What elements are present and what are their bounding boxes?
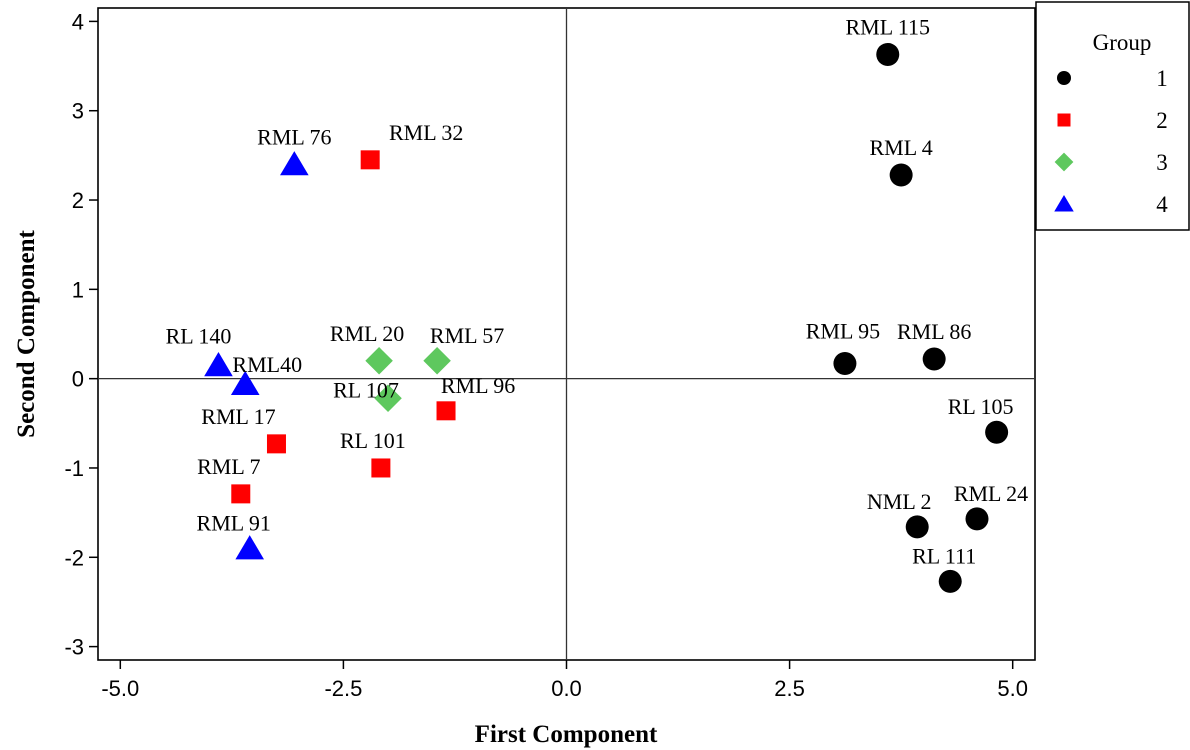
point-label: RL 111 <box>912 543 976 568</box>
legend-marker-group-2 <box>1057 113 1071 127</box>
point-label: RML 20 <box>330 321 404 346</box>
legend-label-group-1: 1 <box>1156 66 1168 91</box>
legend-items: 1 2 3 4 <box>1054 66 1168 217</box>
legend-label-group-4: 4 <box>1156 192 1168 217</box>
point-label: RML 91 <box>197 510 271 535</box>
y-tick-label: 2 <box>72 188 84 213</box>
point-label: RL 105 <box>948 394 1014 419</box>
data-point-group-1 <box>938 569 962 593</box>
data-point-group-3 <box>374 384 402 413</box>
y-axis-ticks: -3 -2 -1 0 1 2 3 4 <box>64 9 98 660</box>
legend-marker-group-3 <box>1054 152 1074 172</box>
data-points <box>204 42 1009 593</box>
point-label: RL 101 <box>340 428 406 453</box>
data-point-group-1 <box>876 42 900 66</box>
point-label: RML 86 <box>897 319 971 344</box>
reference-lines <box>98 8 1035 660</box>
x-tick-label: -5.0 <box>101 676 139 701</box>
data-point-group-1 <box>889 163 913 187</box>
data-point-group-4 <box>280 151 309 176</box>
data-point-group-2 <box>436 401 456 421</box>
legend: Group 1 2 3 4 <box>1035 1 1190 231</box>
point-label: RML 96 <box>441 373 515 398</box>
x-axis-title: First Component <box>475 721 658 748</box>
point-labels: RML 115 RML 4 RML 95 RML 86 RL 105 RML 24 NML … <box>166 14 1029 568</box>
data-point-group-2 <box>231 484 251 504</box>
legend-title: Group <box>1093 30 1152 55</box>
point-label: RML 57 <box>430 323 504 348</box>
data-point-group-4 <box>230 370 260 396</box>
y-tick-label: 4 <box>72 9 84 34</box>
data-point-group-1 <box>965 507 989 531</box>
y-tick-label: 0 <box>72 367 84 392</box>
legend-marker-group-4 <box>1054 195 1074 212</box>
point-label: RML 7 <box>197 454 260 479</box>
data-point-group-1 <box>922 347 946 371</box>
point-label: NML 2 <box>867 489 932 514</box>
point-label: RML 17 <box>201 404 275 429</box>
point-label: RML 32 <box>389 120 463 145</box>
y-tick-label: -2 <box>64 545 84 570</box>
point-label: RML 24 <box>954 481 1028 506</box>
legend-label-group-2: 2 <box>1156 108 1168 133</box>
data-point-group-1 <box>905 515 929 539</box>
y-axis-title: Second Component <box>13 229 40 437</box>
data-point-group-3 <box>423 347 451 375</box>
point-label: RML 115 <box>845 14 930 39</box>
data-point-group-4 <box>235 535 265 560</box>
y-tick-label: -3 <box>64 635 84 660</box>
data-point-group-1 <box>833 351 857 375</box>
data-point-group-3 <box>365 347 393 375</box>
point-label: RL 107 <box>333 377 399 402</box>
legend-marker-group-1 <box>1057 71 1071 85</box>
x-tick-label: 0.0 <box>551 676 582 701</box>
x-tick-label: 2.5 <box>774 676 805 701</box>
legend-label-group-3: 3 <box>1156 150 1168 175</box>
data-point-group-2 <box>360 150 380 170</box>
point-label: RML 76 <box>257 124 331 149</box>
point-label: RL 140 <box>166 323 232 348</box>
y-tick-label: 3 <box>72 99 84 124</box>
y-tick-label: -1 <box>64 456 84 481</box>
x-axis-ticks: -5.0 -2.5 0.0 2.5 5.0 <box>101 660 1028 701</box>
y-tick-label: 1 <box>72 277 84 302</box>
data-point-group-4 <box>204 352 233 377</box>
point-label: RML 4 <box>869 135 932 160</box>
data-point-group-2 <box>371 458 391 478</box>
point-label: RML40 <box>232 352 302 377</box>
data-point-group-1 <box>985 420 1009 444</box>
data-point-group-2 <box>266 434 286 454</box>
x-tick-label: 5.0 <box>997 676 1028 701</box>
point-label: RML 95 <box>806 318 880 343</box>
x-tick-label: -2.5 <box>324 676 362 701</box>
